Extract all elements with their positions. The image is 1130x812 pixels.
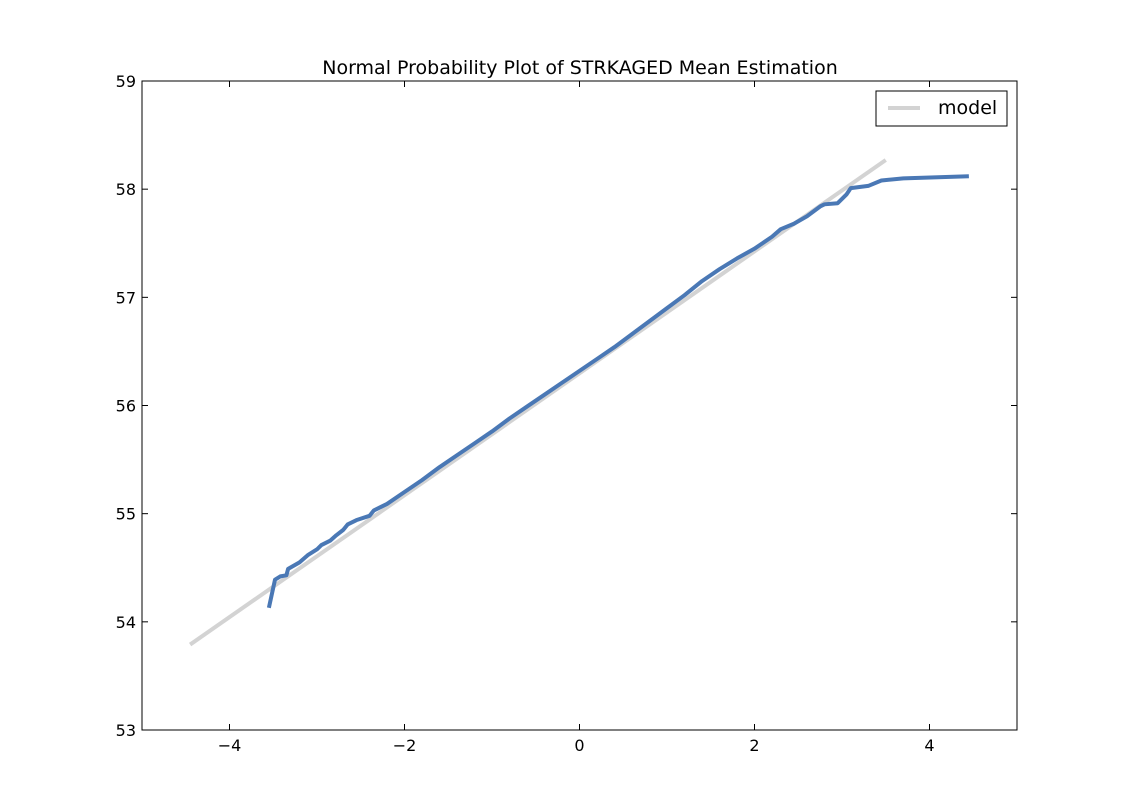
y-tick-label: 58 xyxy=(116,180,136,199)
y-tick-label: 57 xyxy=(116,288,136,307)
series-line-data xyxy=(266,174,969,609)
y-tick-label: 59 xyxy=(116,72,136,91)
x-tick-label: 2 xyxy=(749,736,759,755)
y-tick-label: 56 xyxy=(116,397,136,416)
chart-title: Normal Probability Plot of STRKAGED Mean… xyxy=(322,57,838,79)
x-tick-label: −2 xyxy=(393,736,417,755)
x-tick-label: −4 xyxy=(218,736,242,755)
y-tick-label: 53 xyxy=(116,721,136,740)
legend-label-model: model xyxy=(938,97,997,119)
x-tick-label: 0 xyxy=(574,736,584,755)
y-tick-label: 55 xyxy=(116,505,136,524)
axis-ticks: −4 −2 0 2 4 53 54 55 56 57 58 59 xyxy=(116,72,1017,755)
legend: model xyxy=(875,90,1008,127)
y-tick-label: 54 xyxy=(116,613,136,632)
series-line-model xyxy=(188,158,887,647)
plot-area xyxy=(188,158,969,647)
x-tick-label: 4 xyxy=(924,736,934,755)
